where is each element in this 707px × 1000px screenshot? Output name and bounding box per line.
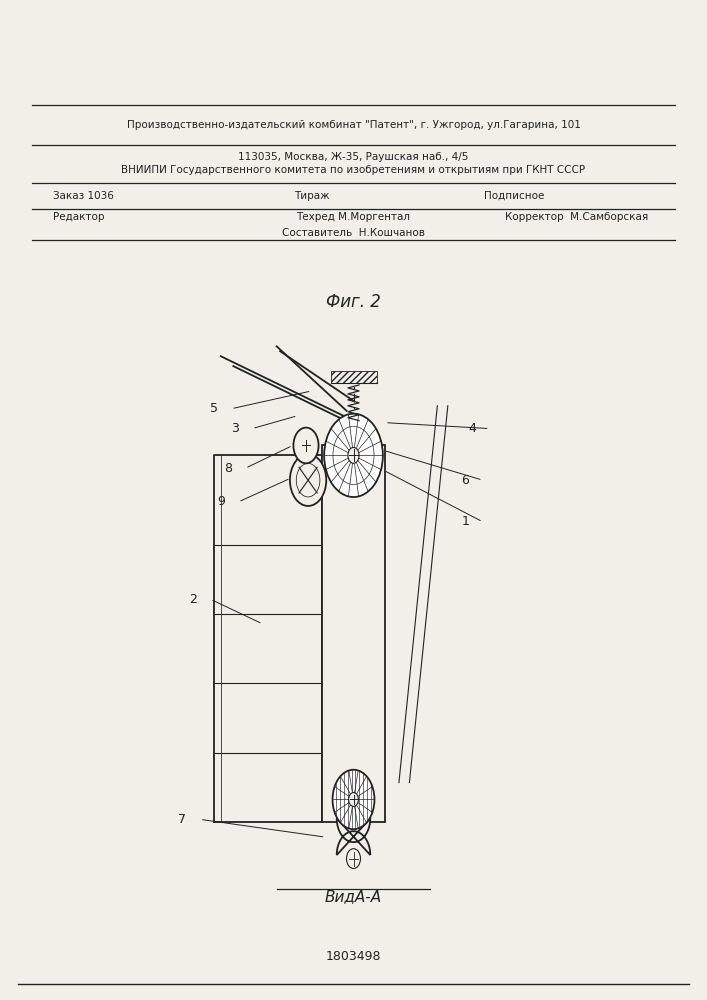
Bar <box>331 371 377 383</box>
Text: 9: 9 <box>217 495 225 508</box>
Text: 6: 6 <box>462 474 469 487</box>
Circle shape <box>348 447 359 463</box>
Text: Корректор  М.Самборская: Корректор М.Самборская <box>506 212 649 222</box>
Circle shape <box>293 428 319 463</box>
Text: Техред М.Моргентал: Техред М.Моргентал <box>296 212 411 222</box>
Text: Подписное: Подписное <box>484 191 544 201</box>
Text: 2: 2 <box>189 593 197 606</box>
Text: 4: 4 <box>468 422 477 435</box>
Text: ВНИИПИ Государственного комитета по изобретениям и открытиям при ГКНТ СССР: ВНИИПИ Государственного комитета по изоб… <box>122 165 585 175</box>
Text: 3: 3 <box>230 422 239 435</box>
Text: Редактор: Редактор <box>53 212 105 222</box>
Circle shape <box>290 454 326 506</box>
Bar <box>322 445 385 822</box>
Text: 5: 5 <box>210 402 218 415</box>
Circle shape <box>332 770 375 829</box>
Text: Тираж: Тираж <box>294 191 329 201</box>
Text: 1: 1 <box>462 515 469 528</box>
Text: 8: 8 <box>223 462 232 475</box>
Text: Составитель  Н.Кошчанов: Составитель Н.Кошчанов <box>282 228 425 238</box>
Circle shape <box>346 849 361 869</box>
Text: 1803498: 1803498 <box>326 950 381 963</box>
Polygon shape <box>337 818 370 855</box>
Text: Заказ 1036: Заказ 1036 <box>53 191 114 201</box>
Circle shape <box>324 414 383 497</box>
Text: Фиг. 2: Фиг. 2 <box>326 293 381 311</box>
Circle shape <box>349 793 358 806</box>
Text: 113035, Москва, Ж-35, Раушская наб., 4/5: 113035, Москва, Ж-35, Раушская наб., 4/5 <box>238 152 469 162</box>
Text: ВидА-А: ВидА-А <box>325 889 382 904</box>
Text: Производственно-издательский комбинат "Патент", г. Ужгород, ул.Гагарина, 101: Производственно-издательский комбинат "П… <box>127 120 580 130</box>
Text: 7: 7 <box>178 813 187 826</box>
